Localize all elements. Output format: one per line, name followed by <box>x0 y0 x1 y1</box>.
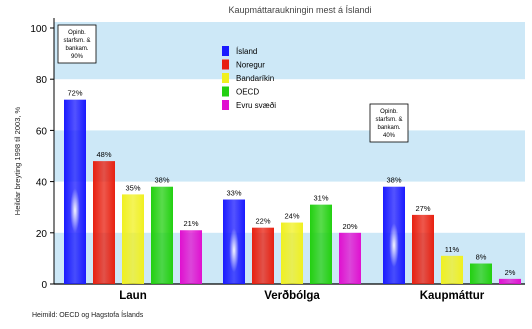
bar <box>122 194 144 284</box>
data-label: 11% <box>445 245 460 254</box>
legend-label: OECD <box>236 88 259 97</box>
x-tick-label: Verðbólga <box>264 290 320 302</box>
annotation-text: bankam. <box>377 125 400 131</box>
legend-label: Bandaríkin <box>236 74 274 83</box>
annotation-text: Opinb. <box>68 30 86 36</box>
annotation-text: Opinb. <box>380 109 398 115</box>
legend-swatch <box>222 46 229 56</box>
bar <box>310 204 332 284</box>
grid-band <box>54 130 525 182</box>
source-note: Heimild: OECD og Hagstofa Íslands <box>32 310 144 319</box>
bar <box>339 232 361 284</box>
bars: 72% 48% 35% 38% 21% Laun 33% 22% 24% 31% 20% Verðbó… <box>64 89 521 302</box>
annotation-text: bankam. <box>65 46 88 52</box>
data-label: 20% <box>342 222 357 231</box>
data-label: 38% <box>154 176 169 185</box>
annotation-text: 40% <box>383 133 396 139</box>
bar <box>180 230 202 284</box>
bar <box>499 278 521 284</box>
data-label: 22% <box>255 217 270 226</box>
legend-swatch <box>222 100 229 110</box>
bar <box>93 161 115 284</box>
data-label: 35% <box>125 183 140 192</box>
x-tick-label: Kaupmáttur <box>420 290 485 302</box>
annotations: Opinb. starfsm. & bankam. 90% Opinb. starfsm.… <box>57 24 409 143</box>
y-tick-label: 0 <box>41 280 47 291</box>
bar <box>412 214 434 284</box>
data-label: 8% <box>476 253 487 262</box>
y-tick-label: 40 <box>36 178 48 189</box>
y-tick-label: 20 <box>36 229 48 240</box>
bar <box>151 186 173 284</box>
bar <box>441 255 463 284</box>
data-label: 21% <box>183 219 198 228</box>
bar-highlight <box>389 223 399 268</box>
grid-band <box>54 22 525 28</box>
bar-highlight <box>70 188 80 233</box>
data-label: 2% <box>505 268 516 277</box>
data-label: 33% <box>226 189 241 198</box>
annotation-box: Opinb. starfsm. & bankam. 40% <box>369 103 409 143</box>
legend: Ísland Noregur Bandaríkin OECD Evru svæði <box>222 46 276 110</box>
grid-band <box>54 28 525 80</box>
annotation-frame <box>57 24 97 64</box>
y-tick-label: 100 <box>30 24 47 35</box>
data-label: 48% <box>96 150 111 159</box>
annotation-frame <box>369 103 409 143</box>
y-axis-label: Heildar breyting 1998 til 2003, % <box>13 106 22 215</box>
data-label: 72% <box>67 89 82 98</box>
bar <box>281 222 303 284</box>
chart-title: Kaupmáttaraukningin mest á Íslandi <box>228 5 371 15</box>
bar <box>252 227 274 284</box>
data-label: 38% <box>386 176 401 185</box>
data-label: 31% <box>313 194 328 203</box>
annotation-box: Opinb. starfsm. & bankam. 90% <box>57 24 97 64</box>
legend-label: Evru svæði <box>236 101 276 110</box>
data-label: 24% <box>284 212 299 221</box>
y-tick-label: 80 <box>36 75 48 86</box>
annotation-text: 90% <box>71 54 84 60</box>
data-label: 27% <box>415 204 430 213</box>
legend-label: Noregur <box>236 61 265 70</box>
annotation-text: starfsm. & <box>63 38 90 44</box>
bar <box>470 263 492 284</box>
legend-swatch <box>222 73 229 83</box>
legend-swatch <box>222 59 229 70</box>
bar-highlight <box>229 228 239 273</box>
legend-swatch <box>222 86 229 97</box>
y-tick-label: 60 <box>36 126 48 137</box>
annotation-text: starfsm. & <box>375 117 402 123</box>
x-tick-label: Laun <box>119 290 146 302</box>
legend-label: Ísland <box>236 47 257 56</box>
